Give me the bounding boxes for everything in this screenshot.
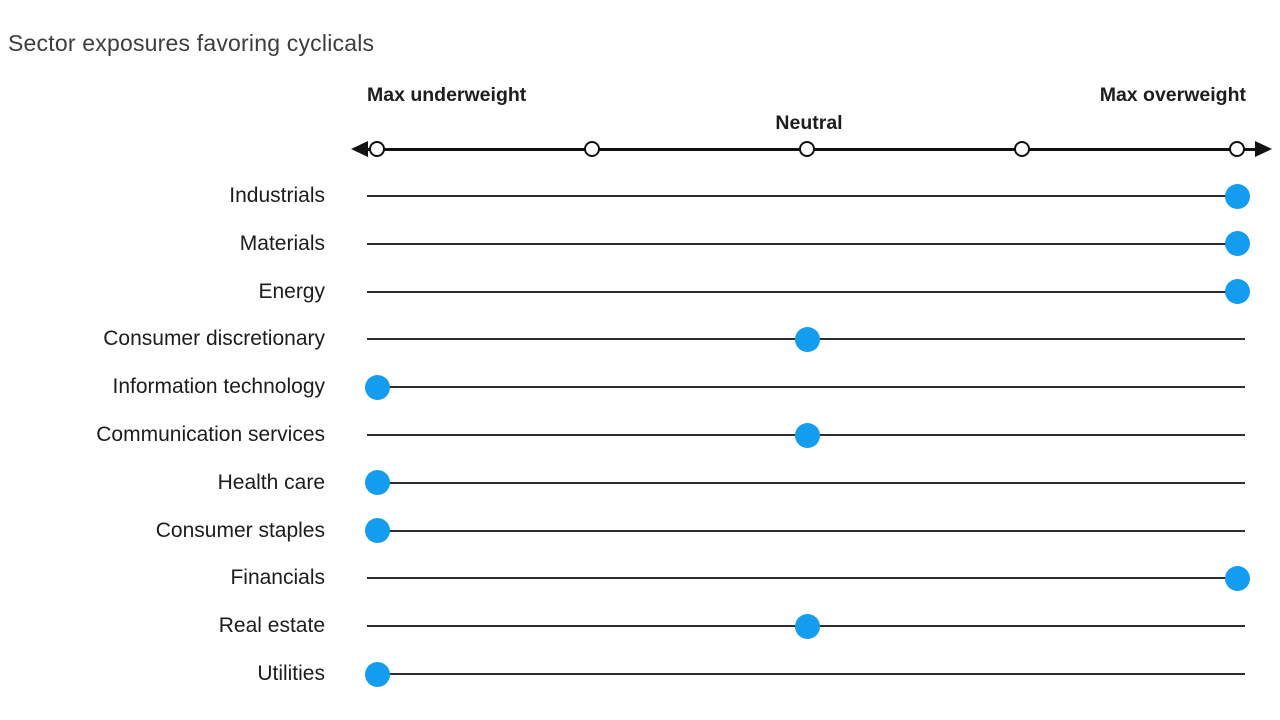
exposure-dot: [794, 613, 820, 639]
sector-label: Health care: [217, 470, 325, 494]
axis-tick-circle: [583, 141, 600, 157]
exposure-dot: [794, 422, 820, 448]
axis-label-neutral: Neutral: [775, 112, 843, 134]
sector-label: Financials: [230, 566, 325, 590]
sector-line: [367, 529, 1245, 532]
axis-tick-circle: [1013, 141, 1030, 157]
sector-line: [367, 195, 1245, 197]
exposure-dot: [1224, 565, 1250, 591]
axis-arrow-right-icon: [1255, 141, 1272, 157]
axis-tick-circle: [798, 141, 815, 157]
sector-line: [367, 481, 1245, 484]
exposure-dot: [364, 661, 390, 687]
sector-label: Information technology: [112, 375, 325, 399]
exposure-dot: [794, 326, 820, 352]
chart-title: Sector exposures favoring cyclicals: [8, 30, 375, 56]
exposure-dot: [1224, 231, 1250, 257]
sector-label: Consumer discretionary: [103, 327, 325, 351]
exposure-dot: [364, 374, 390, 400]
sector-line: [367, 290, 1245, 293]
sector-label: Energy: [258, 279, 325, 303]
axis-label-max-underweight: Max underweight: [367, 84, 527, 106]
sector-label: Industrials: [229, 184, 325, 207]
sector-label: Communication services: [96, 423, 325, 446]
axis-tick-circle: [1228, 141, 1245, 157]
sector-label: Real estate: [218, 614, 325, 638]
sector-label: Consumer staples: [155, 518, 325, 542]
axis-label-max-overweight: Max overweight: [1099, 84, 1246, 106]
exposure-dot: [364, 470, 390, 496]
sector-line: [367, 386, 1245, 389]
sector-line: [367, 577, 1245, 580]
sector-label: Utilities: [257, 662, 325, 685]
axis-tick-circle: [368, 141, 385, 157]
sector-label: Materials: [239, 231, 325, 255]
exposure-dot: [364, 518, 390, 544]
axis-arrow-left-icon: [351, 141, 368, 157]
sector-line: [367, 673, 1245, 675]
exposure-dot: [1224, 279, 1250, 305]
sector-line: [367, 242, 1245, 245]
exposure-dot: [1224, 183, 1250, 209]
